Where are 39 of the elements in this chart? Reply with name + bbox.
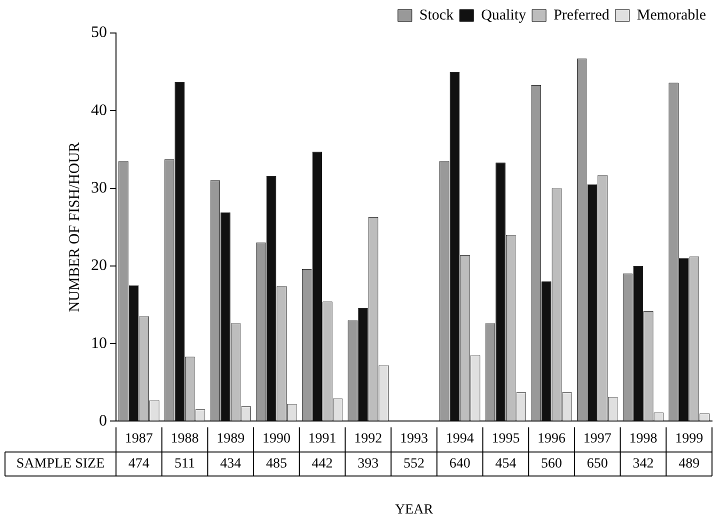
legend-label: Quality [481,7,527,24]
text: 442 [312,456,333,472]
x-tick-label: 1989 [216,431,245,446]
legend-label: Memorable [636,7,706,24]
text: 650 [586,456,608,472]
y-tick-label: 10 [91,334,107,352]
y-axis-title: NUMBER OF FISH/HOUR [66,142,83,312]
text: 393 [358,456,379,472]
text: SAMPLE SIZE [16,456,105,472]
text: 485 [266,456,287,472]
y-tick-label: 20 [91,257,107,274]
text: 640 [449,456,470,472]
y-tick-label: 40 [91,102,107,119]
legend-label: Stock [419,7,454,24]
x-tick-label: 1992 [354,431,382,446]
text: 434 [220,456,242,472]
x-tick-label: 1988 [170,431,199,446]
y-tick-label: 30 [91,179,107,196]
x-tick-label: 1990 [262,431,290,446]
y-tick-label: 50 [91,24,107,42]
text: 560 [541,456,562,472]
x-tick-label: 1994 [446,431,474,446]
text: 552 [404,456,424,472]
x-tick-label: 1999 [675,431,704,446]
x-tick-label: 1996 [538,431,566,446]
text: 342 [632,456,654,472]
x-tick-label: 1987 [124,431,153,446]
text: 489 [678,456,700,472]
x-tick-label: 1997 [583,431,612,446]
x-tick-label: 1998 [629,431,658,446]
x-tick-label: 1991 [308,431,336,446]
text: 511 [174,456,196,472]
text: 454 [495,456,516,472]
x-tick-label: 1995 [492,431,520,446]
x-tick-label: 1993 [400,431,428,446]
text: 474 [128,456,150,472]
legend-label: Preferred [554,7,610,24]
y-tick-label: 0 [99,412,107,430]
x-axis-title: YEAR [394,502,434,518]
